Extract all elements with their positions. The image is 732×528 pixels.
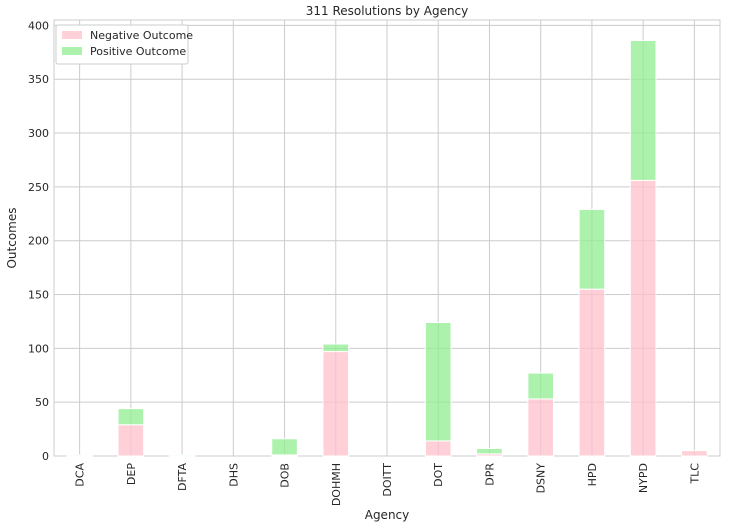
bar-positive-dohmh xyxy=(322,343,350,353)
x-tick-label: DSNY xyxy=(535,463,548,494)
bar-positive-dfta xyxy=(168,454,196,457)
x-tick-label: DOITT xyxy=(381,463,394,497)
x-tick-label: DPR xyxy=(483,463,496,486)
y-tick-label: 350 xyxy=(28,73,49,86)
y-tick-label: 150 xyxy=(28,289,49,302)
x-tick-label: TLC xyxy=(688,463,701,485)
bar-positive-dca xyxy=(66,454,93,457)
y-tick-labels: 0 50 100 150 200 250 300 350 400 xyxy=(28,19,49,463)
y-tick-label: 250 xyxy=(28,181,49,194)
x-tick-label: DFTA xyxy=(176,463,189,491)
legend-label-negative: Negative Outcome xyxy=(90,29,193,42)
y-tick-label: 400 xyxy=(28,19,49,32)
bar-negative-hpd xyxy=(578,288,606,457)
x-tick-labels: DCA DEP DFTA DHS DOB DOHMH DOITT DOT DPR DSNY HPD N… xyxy=(74,463,702,507)
bar-positive-nypd xyxy=(629,39,657,181)
y-axis-label: Outcomes xyxy=(5,207,19,268)
bar-negative-dohmh xyxy=(322,351,350,457)
x-tick-label: DEP xyxy=(125,463,138,485)
x-tick-label: DCA xyxy=(74,463,87,487)
x-tick-label: DOHMH xyxy=(330,463,343,506)
x-tick-label: DOT xyxy=(432,463,445,487)
y-tick-label: 200 xyxy=(28,235,49,248)
y-tick-label: 100 xyxy=(28,342,49,355)
x-tick-label: NYPD xyxy=(637,463,650,493)
bar-positive-hpd xyxy=(578,208,606,290)
bar-negative-dot xyxy=(424,440,452,457)
bar-positive-dsny xyxy=(527,372,555,400)
x-tick-label: HPD xyxy=(586,463,599,486)
bar-negative-dsny xyxy=(527,398,555,457)
y-tick-label: 0 xyxy=(42,450,49,463)
x-tick-label: DOB xyxy=(279,463,292,488)
y-tick-label: 300 xyxy=(28,127,49,140)
bars xyxy=(66,39,708,457)
legend-swatch-positive xyxy=(62,47,82,55)
bar-negative-dep xyxy=(117,424,145,457)
legend-swatch-negative xyxy=(62,31,82,39)
bar-negative-tlc xyxy=(681,450,708,457)
chart-title: 311 Resolutions by Agency xyxy=(306,4,469,18)
bar-negative-nypd xyxy=(629,179,657,457)
legend-label-positive: Positive Outcome xyxy=(90,45,186,58)
x-tick-label: DHS xyxy=(227,463,240,487)
legend-box xyxy=(55,24,189,65)
bar-positive-dot xyxy=(424,322,452,442)
x-axis-label: Agency xyxy=(365,508,410,522)
legend: Negative Outcome Positive Outcome xyxy=(55,24,193,65)
bar-positive-dpr xyxy=(476,447,503,455)
bar-positive-dob xyxy=(271,438,298,456)
bar-positive-dep xyxy=(117,408,145,426)
y-tick-label: 50 xyxy=(35,396,49,409)
